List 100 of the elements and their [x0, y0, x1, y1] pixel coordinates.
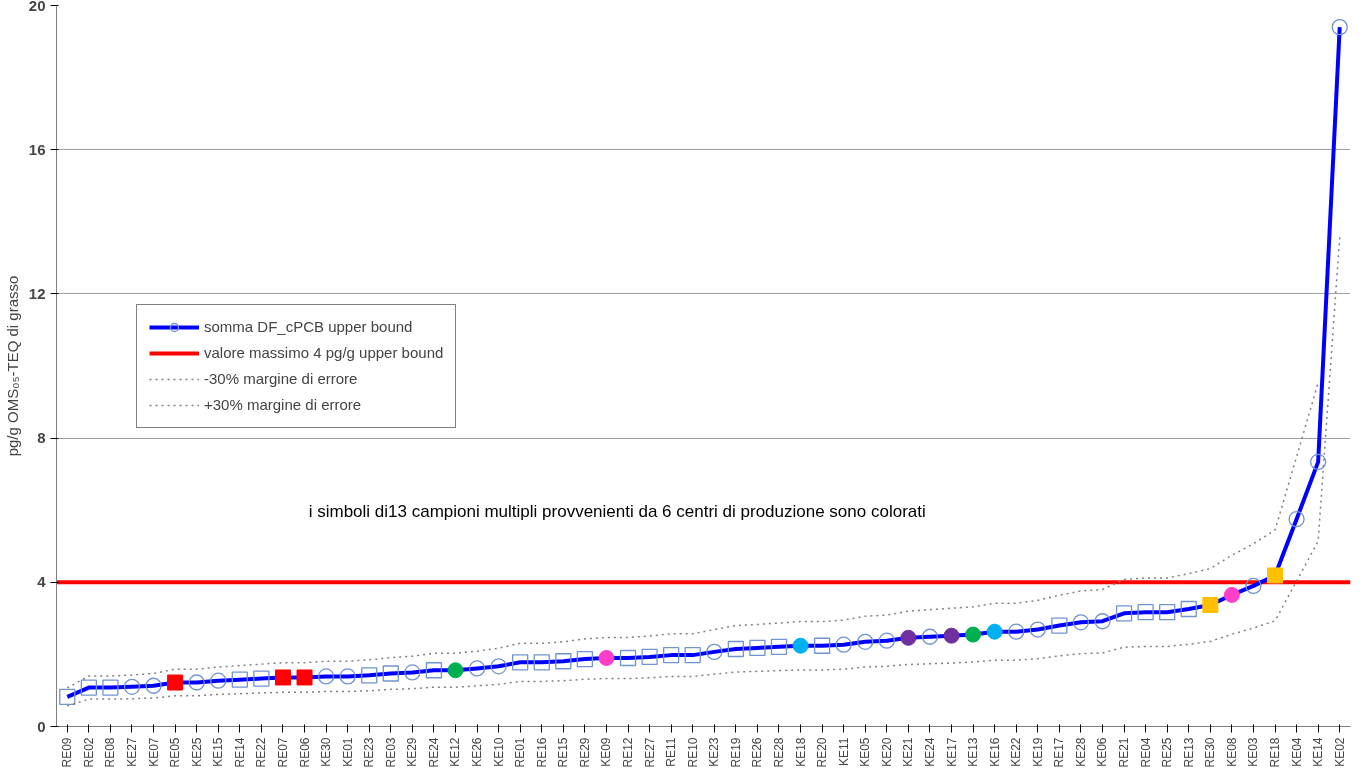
y-tick-label: 8	[37, 429, 46, 447]
point	[447, 662, 464, 679]
point	[943, 627, 960, 644]
point	[835, 636, 852, 653]
point	[1288, 511, 1305, 528]
point	[1223, 586, 1240, 603]
annotation: i simboli di13 campioni multipli provvenienti da 6 centri di produzione sono colorati	[308, 502, 926, 522]
x-tick-label: RE11	[664, 737, 679, 767]
point	[1267, 567, 1284, 584]
x-tick-label: RE10	[685, 737, 700, 768]
x-tick-label: KE25	[189, 737, 204, 767]
y-tick-label: 16	[28, 140, 46, 158]
point	[1051, 617, 1068, 634]
x-tick-label: RE25	[1160, 737, 1175, 768]
point	[339, 668, 356, 685]
x-tick-label: KE26	[470, 737, 485, 767]
point	[555, 653, 572, 670]
point	[533, 654, 550, 671]
point	[210, 672, 227, 689]
point	[813, 637, 831, 654]
x-tick-label: KE13	[966, 737, 981, 767]
point	[1072, 614, 1090, 631]
point	[1008, 623, 1025, 640]
x-tick-label: RE30	[1203, 737, 1218, 768]
y-axis-title: pg/g OMS₀₅-TEQ di grasso	[3, 275, 21, 457]
point	[641, 648, 658, 666]
x-tick-label: RE05	[168, 737, 183, 768]
point	[296, 669, 313, 686]
point	[1137, 604, 1154, 621]
x-tick-label: KE22	[1009, 737, 1024, 767]
point	[576, 650, 594, 668]
x-tick-label: KE16	[987, 737, 1002, 767]
y-tick-label: 12	[28, 284, 46, 302]
point	[749, 639, 766, 657]
point	[598, 650, 615, 666]
point	[102, 679, 119, 696]
x-tick-label: KE10	[491, 737, 506, 767]
x-tick-label: KE09	[599, 737, 614, 767]
point	[684, 646, 701, 664]
x-tick-label: RE24	[426, 737, 441, 768]
x-tick-label: RE26	[750, 737, 765, 768]
x-tick-label: RE17	[1052, 737, 1067, 768]
x-tick-label: KE28	[1073, 737, 1088, 767]
x-tick-label: RE20	[815, 737, 830, 768]
x-tick-label: KE03	[1246, 737, 1261, 767]
point	[1245, 577, 1262, 595]
point	[231, 671, 248, 688]
x-tick-label: RE04	[1138, 737, 1153, 768]
point	[1094, 613, 1111, 630]
point	[145, 677, 162, 694]
legend-label: valore massimo 4 pg/g upper bound	[204, 344, 444, 361]
point	[1331, 18, 1348, 36]
point	[921, 628, 939, 645]
x-tick-label: RE03	[383, 737, 398, 768]
x-tick-label: RE22	[254, 737, 269, 768]
point	[1029, 621, 1046, 638]
point	[1180, 600, 1197, 618]
point	[490, 658, 507, 675]
y-tick-label: 0	[37, 717, 46, 735]
point	[857, 633, 874, 650]
x-tick-label: RE06	[297, 737, 312, 768]
legend-label: +30% margine di errore	[204, 396, 362, 413]
point	[900, 629, 917, 646]
x-tick-label: RE19	[728, 737, 743, 768]
x-tick-label: RE07	[275, 737, 290, 768]
x-tick-label: RE21	[1117, 737, 1132, 768]
point	[382, 665, 399, 682]
x-tick-label: KE01	[340, 737, 355, 767]
point	[619, 649, 637, 667]
x-tick-label: RE08	[103, 737, 118, 768]
point	[80, 679, 97, 696]
point	[706, 643, 723, 661]
x-tick-label: KE02	[1332, 737, 1347, 767]
point	[468, 660, 486, 677]
x-tick-label: KE06	[1095, 737, 1110, 767]
point	[986, 623, 1003, 640]
point	[792, 637, 809, 654]
x-tick-label: KE24	[922, 737, 937, 767]
x-tick-label: KE18	[793, 737, 808, 767]
point	[361, 667, 378, 684]
y-tick-label: 20	[28, 0, 46, 14]
x-tick-label: KE08	[1224, 737, 1239, 767]
x-tick-label: KE07	[146, 737, 161, 767]
x-tick-label: KE17	[944, 737, 959, 767]
x-tick-label: KE04	[1289, 737, 1304, 767]
x-tick-label: RE27	[642, 737, 657, 768]
x-tick-label: RE09	[60, 737, 75, 768]
point	[274, 669, 291, 686]
point	[59, 688, 76, 706]
x-tick-label: KE29	[405, 737, 420, 767]
x-tick-label: RE18	[1268, 737, 1283, 768]
legend-label: somma DF_cPCB upper bound	[204, 318, 413, 335]
point	[404, 664, 421, 681]
point	[425, 662, 443, 679]
x-tick-label: RE29	[577, 737, 592, 768]
point	[253, 670, 270, 687]
point	[512, 654, 529, 671]
x-tick-label: RE01	[513, 737, 528, 768]
point	[1159, 604, 1176, 621]
point	[663, 646, 680, 664]
